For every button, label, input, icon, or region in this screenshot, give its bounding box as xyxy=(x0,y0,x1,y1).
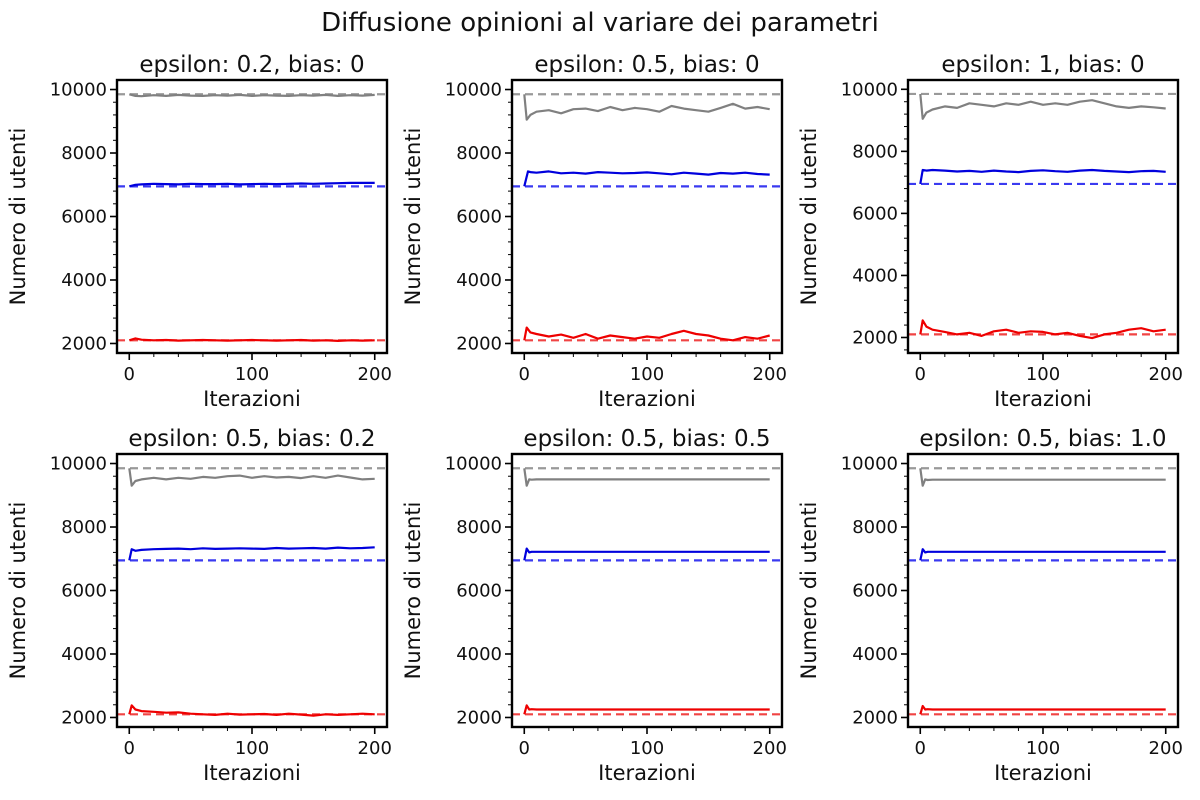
y-tick-label: 10000 xyxy=(841,79,898,100)
y-axis-label: Numero di utenti xyxy=(797,502,821,680)
y-tick-label: 8000 xyxy=(61,143,107,164)
series-line-grey xyxy=(919,468,1166,487)
series-line-red xyxy=(128,704,375,717)
y-axis-label: Numero di utenti xyxy=(401,128,425,306)
axes-frame xyxy=(906,452,1180,729)
x-axis-label: Iterazioni xyxy=(203,387,301,411)
series-line-blue xyxy=(919,168,1166,185)
subplot-4: epsilon: 0.5, bias: 0.220004000600080001… xyxy=(6,426,392,785)
x-tick-label: 200 xyxy=(753,364,787,385)
y-tick-label: 2000 xyxy=(852,327,898,348)
y-tick-label: 2000 xyxy=(61,707,107,728)
x-tick-label: 200 xyxy=(358,738,392,759)
subplot-2: epsilon: 0.5, bias: 02000400060008000100… xyxy=(401,52,787,411)
subplot-title: epsilon: 0.5, bias: 1.0 xyxy=(919,426,1166,452)
subplot-3: epsilon: 1, bias: 0200040006000800010000… xyxy=(797,52,1183,411)
y-tick-label: 6000 xyxy=(456,207,502,228)
y-tick-label: 6000 xyxy=(61,207,107,228)
x-axis-label: Iterazioni xyxy=(598,761,696,785)
y-tick-label: 8000 xyxy=(456,143,502,164)
series-line-grey xyxy=(523,468,770,487)
axes-frame xyxy=(115,78,389,355)
axes-frame xyxy=(510,78,784,355)
subplot-6: epsilon: 0.5, bias: 1.020004000600080001… xyxy=(797,426,1183,785)
y-tick-label: 2000 xyxy=(61,333,107,354)
x-tick-label: 200 xyxy=(358,364,392,385)
x-tick-label: 0 xyxy=(124,364,135,385)
x-tick-label: 0 xyxy=(519,364,530,385)
x-tick-label: 100 xyxy=(1026,738,1060,759)
series-line-grey xyxy=(523,94,770,121)
y-tick-label: 10000 xyxy=(841,454,898,475)
y-tick-label: 10000 xyxy=(50,80,107,101)
y-axis-label: Numero di utenti xyxy=(6,502,30,680)
x-tick-label: 100 xyxy=(1026,364,1060,385)
x-tick-label: 0 xyxy=(124,738,135,759)
x-tick-label: 0 xyxy=(915,738,926,759)
series-line-red xyxy=(919,704,1166,715)
series-line-red xyxy=(523,704,770,715)
y-tick-label: 8000 xyxy=(852,141,898,162)
series-line-blue xyxy=(919,548,1166,561)
x-axis-label: Iterazioni xyxy=(994,387,1092,411)
subplot-title: epsilon: 0.5, bias: 0 xyxy=(534,52,759,78)
figure-title: Diffusione opinioni al variare dei param… xyxy=(321,8,879,38)
series-line-blue xyxy=(129,181,375,188)
y-tick-label: 6000 xyxy=(456,581,502,602)
x-tick-label: 0 xyxy=(915,364,926,385)
series-line-blue xyxy=(128,546,375,561)
y-axis-label: Numero di utenti xyxy=(6,128,30,306)
x-tick-label: 100 xyxy=(630,364,664,385)
y-tick-label: 8000 xyxy=(456,517,502,538)
y-tick-label: 6000 xyxy=(852,203,898,224)
series-line-red xyxy=(523,326,770,342)
subplot-5: epsilon: 0.5, bias: 0.520004000600080001… xyxy=(401,426,787,785)
x-tick-label: 100 xyxy=(235,738,269,759)
y-tick-label: 8000 xyxy=(852,517,898,538)
axes-frame xyxy=(510,452,784,729)
x-tick-label: 200 xyxy=(1149,738,1183,759)
series-line-blue xyxy=(523,170,770,187)
y-axis-label: Numero di utenti xyxy=(401,502,425,680)
x-axis-label: Iterazioni xyxy=(994,761,1092,785)
y-tick-label: 2000 xyxy=(852,707,898,728)
subplot-title: epsilon: 0.5, bias: 0.2 xyxy=(128,426,375,452)
x-tick-label: 0 xyxy=(519,738,530,759)
subplot-1: epsilon: 0.2, bias: 02000400060008000100… xyxy=(6,52,392,411)
x-tick-label: 200 xyxy=(753,738,787,759)
y-tick-label: 8000 xyxy=(61,517,107,538)
y-tick-label: 2000 xyxy=(456,707,502,728)
y-axis-label: Numero di utenti xyxy=(797,128,821,306)
y-tick-label: 10000 xyxy=(50,454,107,475)
y-tick-label: 4000 xyxy=(61,270,107,291)
x-tick-label: 100 xyxy=(630,738,664,759)
x-tick-label: 100 xyxy=(235,364,269,385)
subplot-title: epsilon: 1, bias: 0 xyxy=(941,52,1144,78)
subplot-title: epsilon: 0.5, bias: 0.5 xyxy=(523,426,770,452)
y-tick-label: 6000 xyxy=(852,581,898,602)
series-line-grey xyxy=(129,93,375,98)
subplot-title: epsilon: 0.2, bias: 0 xyxy=(139,52,364,78)
y-tick-label: 4000 xyxy=(456,270,502,291)
y-tick-label: 4000 xyxy=(61,644,107,665)
series-line-red xyxy=(128,337,375,342)
y-tick-label: 4000 xyxy=(456,644,502,665)
x-axis-label: Iterazioni xyxy=(598,387,696,411)
axes-frame xyxy=(115,452,389,729)
y-tick-label: 4000 xyxy=(852,644,898,665)
y-tick-label: 6000 xyxy=(61,581,107,602)
series-line-grey xyxy=(919,93,1166,120)
series-line-grey xyxy=(128,468,375,487)
y-tick-label: 2000 xyxy=(456,333,502,354)
x-axis-label: Iterazioni xyxy=(203,761,301,785)
series-line-blue xyxy=(523,547,770,561)
x-tick-label: 200 xyxy=(1149,364,1183,385)
y-tick-label: 4000 xyxy=(852,265,898,286)
y-tick-label: 10000 xyxy=(445,80,502,101)
axes-frame xyxy=(906,78,1180,355)
y-tick-label: 10000 xyxy=(445,454,502,475)
series-line-red xyxy=(919,319,1166,340)
